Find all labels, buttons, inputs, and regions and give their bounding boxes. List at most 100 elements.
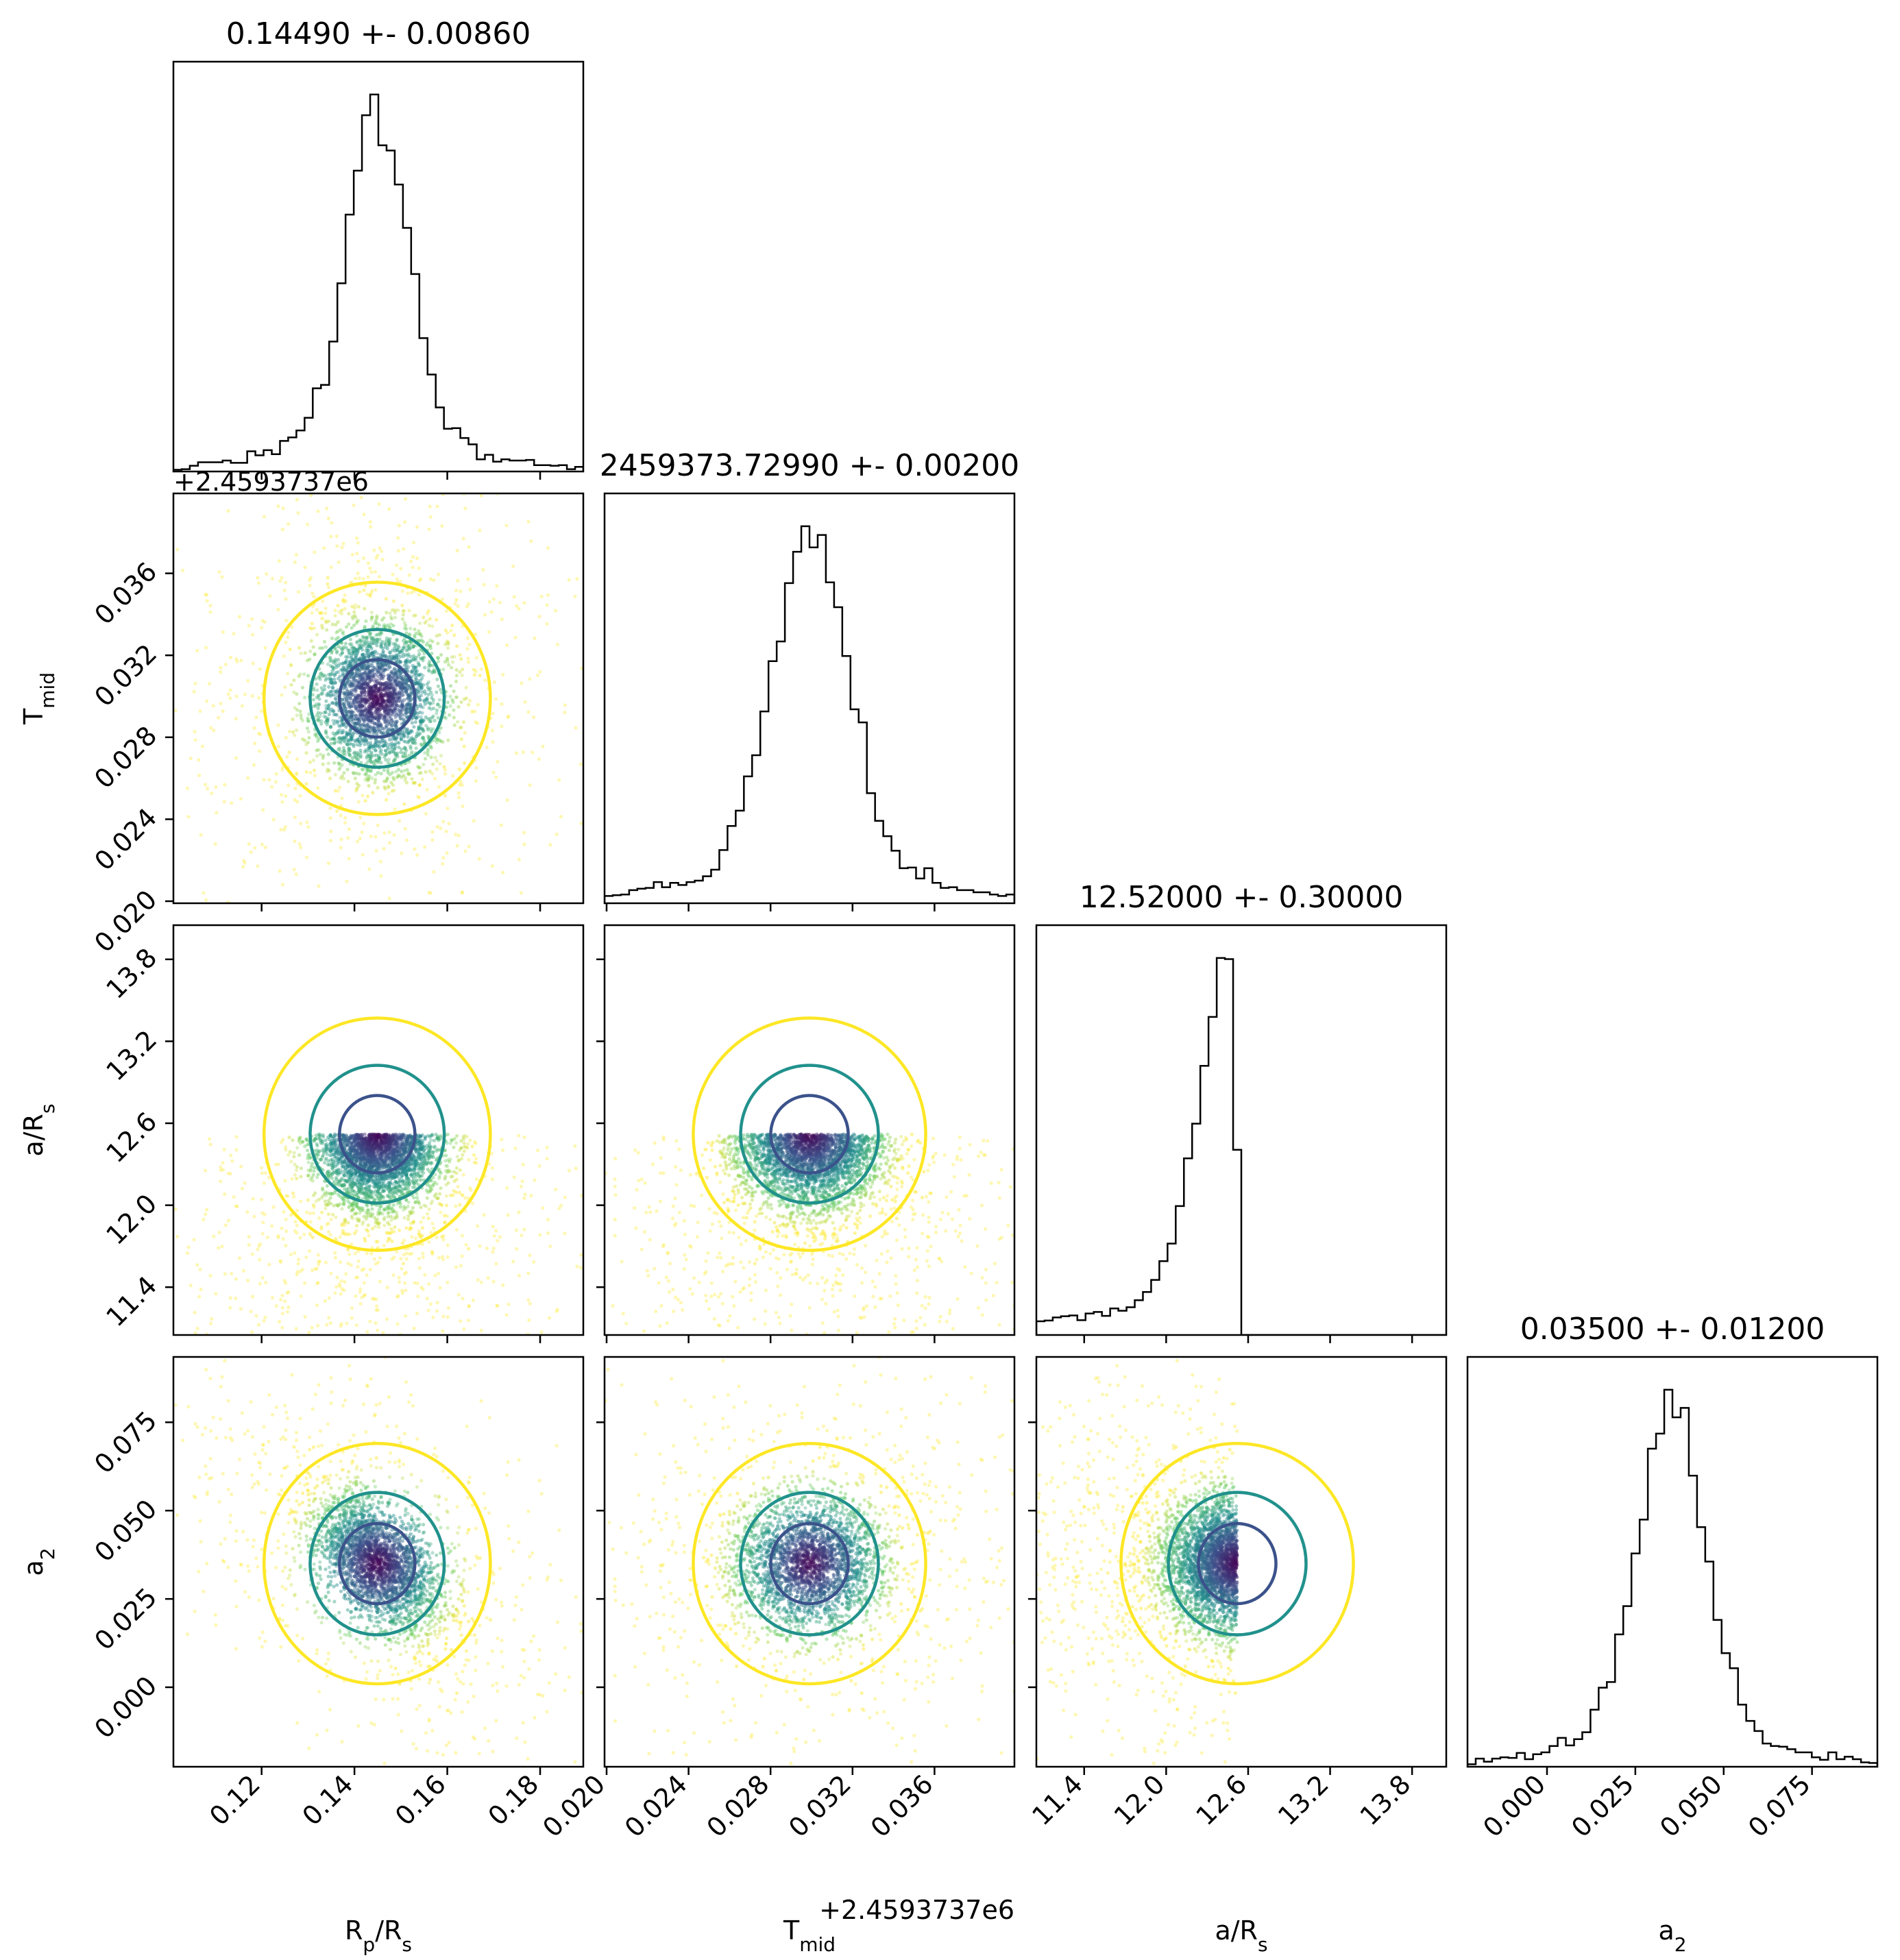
- sample-point: [365, 737, 369, 742]
- sample-point: [351, 658, 355, 663]
- sample-point: [295, 1336, 298, 1339]
- sample-point: [323, 674, 327, 678]
- sample-point: [359, 694, 363, 698]
- sample-point: [397, 708, 401, 712]
- sample-point: [343, 683, 347, 687]
- sample-point: [365, 651, 369, 655]
- sample-point: [589, 608, 593, 611]
- sample-point: [420, 736, 424, 740]
- sample-point: [372, 722, 377, 726]
- sample-point: [349, 673, 354, 677]
- sample-point: [363, 656, 367, 660]
- sample-point: [363, 678, 368, 682]
- sample-point: [517, 1134, 521, 1138]
- sample-point: [504, 1186, 509, 1190]
- sample-point: [388, 695, 392, 699]
- sample-point: [239, 659, 243, 663]
- sample-point: [193, 1331, 197, 1335]
- sample-point: [362, 822, 366, 826]
- sample-point: [452, 633, 456, 637]
- sample-point: [363, 654, 367, 659]
- sample-point: [402, 626, 406, 630]
- sample-point: [389, 718, 394, 722]
- sample-point: [342, 600, 346, 604]
- sample-point: [500, 724, 504, 728]
- sample-point: [393, 670, 398, 674]
- sample-point: [466, 1142, 470, 1146]
- sample-point: [342, 771, 346, 775]
- sample-point: [251, 1197, 255, 1201]
- sample-point: [425, 696, 429, 700]
- sample-point: [470, 1144, 474, 1149]
- sample-point: [350, 736, 354, 741]
- sample-point: [450, 665, 454, 670]
- sample-point: [295, 757, 300, 761]
- sample-point: [408, 687, 412, 691]
- sample-point: [363, 670, 367, 674]
- sample-point: [376, 633, 380, 637]
- sample-point: [393, 687, 398, 691]
- sample-point: [436, 737, 440, 742]
- sample-point: [373, 667, 377, 672]
- sample-point: [371, 688, 376, 693]
- sample-point: [427, 687, 431, 692]
- sample-point: [394, 699, 398, 703]
- sample-point: [376, 723, 381, 727]
- sample-point: [397, 696, 401, 700]
- sample-point: [375, 679, 380, 683]
- sample-point: [388, 772, 392, 776]
- sample-point: [387, 841, 392, 845]
- sample-point: [373, 742, 377, 746]
- sample-point: [323, 687, 327, 691]
- sample-point: [382, 726, 386, 731]
- sample-point: [376, 702, 380, 706]
- sample-point: [392, 673, 396, 677]
- sample-point: [423, 702, 427, 707]
- sample-point: [377, 666, 381, 670]
- sample-point: [209, 726, 213, 730]
- sample-point: [256, 1323, 261, 1327]
- sample-point: [235, 659, 239, 664]
- sample-point: [382, 705, 386, 709]
- sample-point: [82, 712, 85, 715]
- sample-point: [443, 768, 447, 772]
- sample-point: [331, 665, 335, 670]
- sample-point: [416, 794, 420, 798]
- sample-point: [393, 745, 398, 749]
- sample-point: [406, 732, 411, 736]
- sample-point: [387, 681, 391, 686]
- sample-point: [379, 761, 383, 765]
- sample-point: [363, 736, 367, 740]
- sample-point: [368, 679, 372, 683]
- sample-point: [390, 685, 394, 689]
- sample-point: [441, 739, 445, 744]
- sample-point: [367, 641, 371, 645]
- sample-point: [345, 669, 349, 673]
- sample-point: [356, 710, 361, 714]
- sample-point: [393, 642, 398, 646]
- sample-point: [326, 718, 330, 722]
- sample-point: [366, 661, 371, 665]
- sample-point: [420, 711, 424, 715]
- sample-point: [384, 748, 388, 752]
- sample-point: [369, 646, 374, 650]
- sample-point: [352, 700, 356, 705]
- sample-point: [381, 649, 385, 653]
- sample-point: [479, 493, 483, 498]
- sample-point: [513, 635, 517, 640]
- sample-point: [358, 735, 362, 739]
- sample-point: [456, 833, 461, 837]
- sample-point: [401, 732, 405, 736]
- sample-point: [460, 891, 465, 895]
- sample-point: [406, 1217, 411, 1221]
- sample-point: [340, 774, 344, 778]
- sample-point: [200, 744, 204, 748]
- sample-point: [303, 651, 307, 655]
- sample-point: [454, 674, 459, 678]
- sample-point: [378, 682, 382, 686]
- sample-point: [400, 678, 404, 682]
- sample-point: [406, 696, 411, 700]
- sample-point: [361, 652, 365, 657]
- sample-point: [376, 713, 380, 717]
- sample-point: [314, 702, 318, 706]
